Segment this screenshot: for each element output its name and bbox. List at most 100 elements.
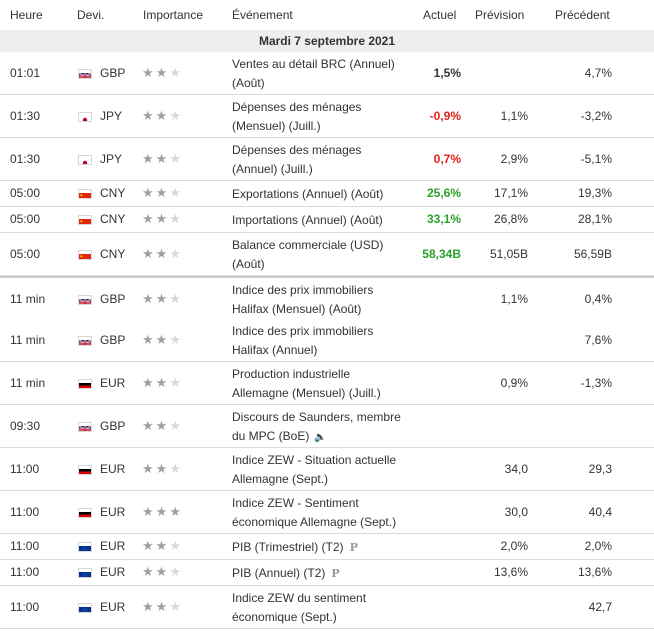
flag-germany-icon: [78, 465, 92, 475]
event-time: 01:30: [10, 109, 41, 123]
forecast-value: 2,0%: [500, 539, 528, 553]
table-row[interactable]: 11:00 EUR ★★★ PIB (Trimestriel) (T2) P 2,0% 2,…: [0, 534, 654, 560]
flag-japan-icon: [78, 112, 92, 122]
event-line1: Indice ZEW du sentiment: [232, 591, 367, 605]
forecast-value: 26,8%: [493, 212, 528, 226]
event-name[interactable]: Importations (Annuel) (Août): [232, 211, 412, 230]
header-actual[interactable]: Actuel: [423, 8, 457, 22]
importance-stars: ★★★: [142, 151, 183, 167]
event-line1: Balance commerciale (USD): [232, 238, 384, 252]
previous-value: 2,0%: [584, 539, 612, 553]
day-separator: Mardi 7 septembre 2021: [0, 30, 654, 53]
event-time: 11 min: [10, 292, 46, 306]
event-name[interactable]: Indice ZEW du sentiment économique (Sept.…: [232, 589, 412, 627]
event-name[interactable]: Ventes au détail BRC (Annuel) (Août): [232, 55, 412, 93]
importance-stars: ★★★: [142, 504, 183, 520]
event-line1: PIB (Trimestriel) (T2) P: [232, 538, 412, 557]
table-row[interactable]: 05:00 CNY ★★★ Balance commerciale (USD) (Aoû…: [0, 233, 654, 276]
table-row[interactable]: 09:30 GBP ★★★ Discours de Saunders, membre d…: [0, 405, 654, 448]
event-name[interactable]: PIB (Annuel) (T2) P: [232, 564, 412, 583]
event-name[interactable]: PIB (Trimestriel) (T2) P: [232, 538, 412, 557]
speaker-icon[interactable]: 🔈: [314, 432, 327, 443]
header-time[interactable]: Heure: [10, 8, 43, 22]
star-filled-icon: ★: [142, 65, 156, 80]
currency-code: EUR: [100, 376, 126, 390]
previous-value: 42,7: [588, 600, 612, 614]
star-filled-icon: ★: [155, 332, 170, 347]
star-empty-icon: ★: [169, 418, 183, 433]
event-time: 11:00: [10, 600, 40, 614]
currency-code: EUR: [100, 565, 126, 579]
table-row[interactable]: 11:00 EUR ★★★ Indice ZEW - Sentiment économi…: [0, 491, 654, 534]
table-row[interactable]: 11 min GBP ★★★ Indice des prix immobiliers H…: [0, 319, 654, 362]
table-row[interactable]: 01:30 JPY ★★★ Dépenses des ménages (Annuel) …: [0, 138, 654, 181]
table-row[interactable]: 01:01 GBP ★★★ Ventes au détail BRC (Annuel)…: [0, 52, 654, 95]
table-row[interactable]: 05:00 CNY ★★★ Importations (Annuel) (Août) 3…: [0, 207, 654, 233]
header-event[interactable]: Événement: [232, 8, 293, 22]
event-name[interactable]: Indice ZEW - Situation actuelle Allemagne…: [232, 451, 412, 489]
flag-germany-icon: [78, 379, 92, 389]
star-filled-icon: ★: [155, 504, 170, 519]
event-time: 11:00: [10, 565, 40, 579]
header-previous[interactable]: Précédent: [555, 8, 610, 22]
table-row[interactable]: 11 min EUR ★★★ Production industrielle Allem…: [0, 362, 654, 405]
table-row[interactable]: 11:00 EUR ★★★ Indice ZEW du sentiment économ…: [0, 586, 654, 629]
event-name[interactable]: Discours de Saunders, membre du MPC (BoE)…: [232, 408, 412, 447]
forecast-value: 0,9%: [500, 376, 528, 390]
event-name[interactable]: Dépenses des ménages (Annuel) (Juill.): [232, 141, 412, 179]
star-filled-icon: ★: [142, 538, 156, 553]
importance-stars: ★★★: [142, 461, 183, 477]
event-time: 05:00: [10, 212, 41, 226]
event-time: 05:00: [10, 186, 41, 200]
star-empty-icon: ★: [169, 332, 183, 347]
event-name[interactable]: Indice des prix immobiliers Halifax (Mens…: [232, 281, 412, 319]
flag-uk-icon: [78, 295, 92, 305]
table-row[interactable]: 11:00 EUR ★★★ PIB (Annuel) (T2) P 13,6% 13,6%: [0, 560, 654, 586]
star-filled-icon: ★: [142, 418, 156, 433]
event-name[interactable]: Indice ZEW - Sentiment économique Allemag…: [232, 494, 412, 532]
currency-code: EUR: [100, 539, 126, 553]
event-name[interactable]: Balance commerciale (USD) (Août): [232, 236, 412, 274]
event-name[interactable]: Indice des prix immobiliers Halifax (Annu…: [232, 322, 412, 360]
star-filled-icon: ★: [169, 504, 183, 519]
event-time: 11:00: [10, 462, 40, 476]
event-name[interactable]: Exportations (Annuel) (Août): [232, 185, 412, 204]
forecast-value: 30,0: [504, 505, 528, 519]
flag-eu-icon: [78, 568, 92, 578]
event-line2: Halifax (Mensuel) (Août): [232, 302, 362, 316]
previous-value: 29,3: [588, 462, 612, 476]
table-row[interactable]: 11:00 EUR ★★★ Indice ZEW - Situation actuel…: [0, 448, 654, 491]
header-importance[interactable]: Importance: [143, 8, 204, 22]
star-empty-icon: ★: [169, 211, 183, 226]
currency-code: EUR: [100, 462, 126, 476]
table-row[interactable]: 01:30 JPY ★★★ Dépenses des ménages (Mensuel)…: [0, 95, 654, 138]
preliminary-icon: P: [331, 567, 340, 580]
header-forecast[interactable]: Prévision: [475, 8, 525, 22]
currency-code: JPY: [100, 152, 123, 166]
event-name[interactable]: Dépenses des ménages (Mensuel) (Juill.): [232, 98, 412, 136]
flag-japan-icon: [78, 155, 92, 165]
star-empty-icon: ★: [169, 246, 183, 261]
table-row[interactable]: 11 min GBP ★★★ Indice des prix immobiliers H…: [0, 276, 654, 321]
currency-code: EUR: [100, 505, 126, 519]
flag-china-icon: [78, 215, 92, 225]
event-name[interactable]: Production industrielle Allemagne (Mensue…: [232, 365, 412, 403]
event-time: 01:01: [10, 66, 41, 80]
previous-value: -3,2%: [580, 109, 612, 123]
importance-stars: ★★★: [142, 291, 183, 307]
forecast-value: 17,1%: [493, 186, 528, 200]
forecast-value: 13,6%: [493, 565, 528, 579]
importance-stars: ★★★: [142, 418, 183, 434]
star-empty-icon: ★: [169, 108, 183, 123]
importance-stars: ★★★: [142, 332, 183, 348]
header-currency[interactable]: Devi.: [77, 8, 105, 22]
table-row[interactable]: 05:00 CNY ★★★ Exportations (Annuel) (Août) 2…: [0, 181, 654, 207]
preliminary-icon: P: [349, 541, 358, 554]
star-empty-icon: ★: [169, 151, 183, 166]
currency-code: CNY: [100, 247, 126, 261]
actual-value: 25,6%: [426, 186, 461, 200]
event-line1: PIB (Annuel) (T2) P: [232, 564, 412, 583]
actual-value: -0,9%: [429, 109, 461, 123]
star-empty-icon: ★: [169, 65, 183, 80]
star-empty-icon: ★: [169, 538, 183, 553]
